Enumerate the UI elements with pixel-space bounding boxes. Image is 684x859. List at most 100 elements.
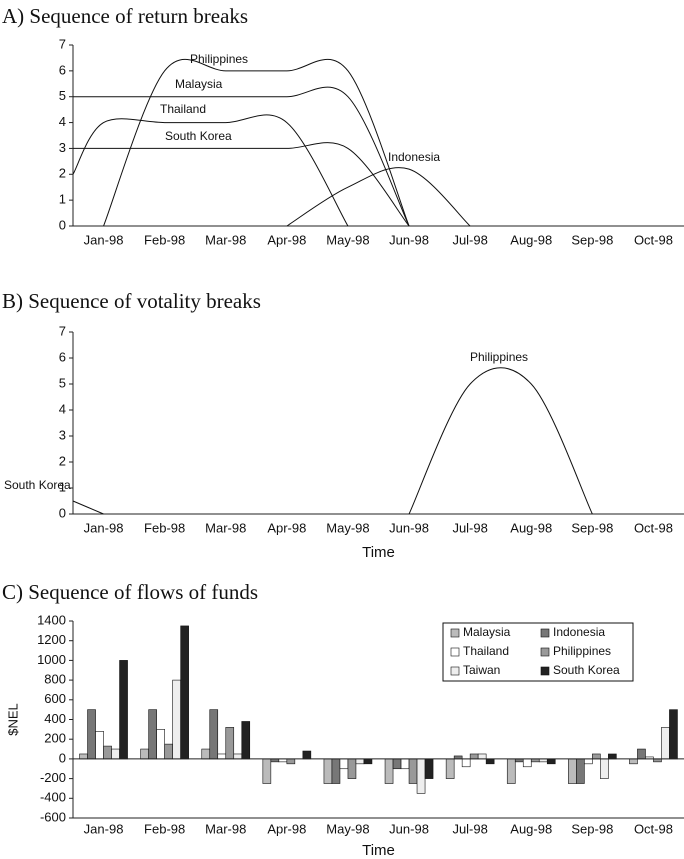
legend-label: South Korea	[553, 663, 620, 677]
bar	[286, 758, 296, 765]
bar	[347, 758, 357, 779]
bar	[79, 753, 88, 760]
y-tick-label: 400	[44, 711, 66, 726]
bar	[661, 727, 670, 760]
bar	[156, 729, 165, 760]
bar	[592, 753, 601, 760]
y-tick-label: -600	[40, 809, 66, 824]
legend-swatch	[540, 628, 550, 638]
series-label: Indonesia	[388, 150, 440, 164]
y-tick-label: 4	[59, 114, 66, 129]
series-line	[286, 167, 471, 227]
bar	[87, 709, 96, 760]
x-tick-label: Jun-98	[389, 232, 429, 247]
bar	[445, 758, 455, 779]
y-tick-label: 6	[59, 62, 66, 77]
bar	[469, 753, 479, 760]
x-tick-label: Jan-98	[84, 520, 124, 535]
x-tick-label: Apr-98	[267, 232, 306, 247]
bar	[217, 753, 227, 760]
y-tick-label: 6	[59, 349, 66, 364]
y-tick-label: 1000	[37, 652, 66, 667]
y-tick-label: 5	[59, 88, 66, 103]
bar	[225, 727, 235, 760]
bar	[506, 758, 516, 784]
bar	[608, 753, 617, 760]
x-tick-label: Sep-98	[571, 232, 613, 247]
bar	[522, 758, 532, 768]
x-tick-label: Aug-98	[510, 232, 552, 247]
y-tick-label: 3	[59, 140, 66, 155]
x-tick-label: Feb-98	[144, 232, 185, 247]
x-tick-label: Mar-98	[205, 232, 246, 247]
x-tick-label: Aug-98	[510, 520, 552, 535]
bar	[424, 758, 434, 779]
bar	[568, 758, 577, 784]
bar	[416, 758, 426, 794]
x-tick-label: Jan-98	[84, 232, 124, 247]
legend-label: Thailand	[463, 644, 509, 658]
series-line	[72, 114, 349, 227]
series-label: Thailand	[160, 102, 206, 116]
bar	[172, 679, 181, 760]
x-axis-label: Time	[362, 544, 395, 561]
series-line	[72, 500, 104, 515]
series-line	[103, 58, 410, 227]
y-tick-label: 1	[59, 192, 66, 207]
y-tick-label: 600	[44, 691, 66, 706]
bar	[95, 731, 104, 760]
series-label: South Korea	[165, 129, 232, 143]
bar	[384, 758, 394, 784]
x-tick-label: Mar-98	[205, 520, 246, 535]
y-axis-label: $NEL	[5, 703, 20, 736]
x-tick-label: Oct-98	[634, 520, 673, 535]
series-label: Malaysia	[175, 77, 223, 91]
y-tick-label: 200	[44, 731, 66, 746]
bar	[363, 758, 373, 765]
y-tick-label: 0	[59, 217, 66, 232]
bar	[408, 758, 418, 784]
x-tick-label: May-98	[326, 520, 369, 535]
bar	[392, 758, 402, 770]
y-tick-label: 7	[59, 323, 66, 338]
y-tick-label: 0	[59, 750, 66, 765]
bar	[148, 709, 157, 760]
legend-box	[442, 622, 634, 682]
bar	[669, 709, 678, 760]
legend-label: Malaysia	[463, 625, 511, 639]
x-tick-label: Jul-98	[452, 232, 487, 247]
series-label: South Korea	[4, 478, 71, 492]
x-tick-label: Apr-98	[267, 821, 306, 836]
series-label: Philippines	[190, 52, 248, 66]
y-tick-label: -400	[40, 790, 66, 805]
x-tick-label: Jan-98	[84, 821, 124, 836]
y-tick-label: 800	[44, 672, 66, 687]
bar	[400, 758, 410, 770]
y-tick-label: -200	[40, 770, 66, 785]
legend-label: Indonesia	[553, 625, 605, 639]
bar	[111, 748, 120, 760]
bar	[339, 758, 349, 770]
x-tick-label: Feb-98	[144, 821, 185, 836]
bar	[140, 748, 149, 760]
legend-label: Taiwan	[463, 663, 500, 677]
bar	[331, 758, 341, 784]
x-tick-label: Apr-98	[267, 520, 306, 535]
y-tick-label: 0	[59, 505, 66, 520]
x-tick-label: Jul-98	[452, 520, 487, 535]
x-tick-label: Jun-98	[389, 520, 429, 535]
x-tick-label: Aug-98	[510, 821, 552, 836]
legend-swatch	[540, 647, 550, 657]
y-tick-label: 2	[59, 453, 66, 468]
y-tick-label: 7	[59, 36, 66, 51]
y-tick-label: 1	[59, 479, 66, 494]
y-tick-label: 4	[59, 401, 66, 416]
bar	[546, 758, 556, 765]
bar	[477, 753, 487, 760]
series-label: Philippines	[470, 350, 528, 364]
bar	[180, 625, 189, 760]
legend-swatch	[450, 628, 460, 638]
x-tick-label: Sep-98	[571, 520, 613, 535]
x-tick-label: May-98	[326, 821, 369, 836]
bar	[576, 758, 585, 784]
